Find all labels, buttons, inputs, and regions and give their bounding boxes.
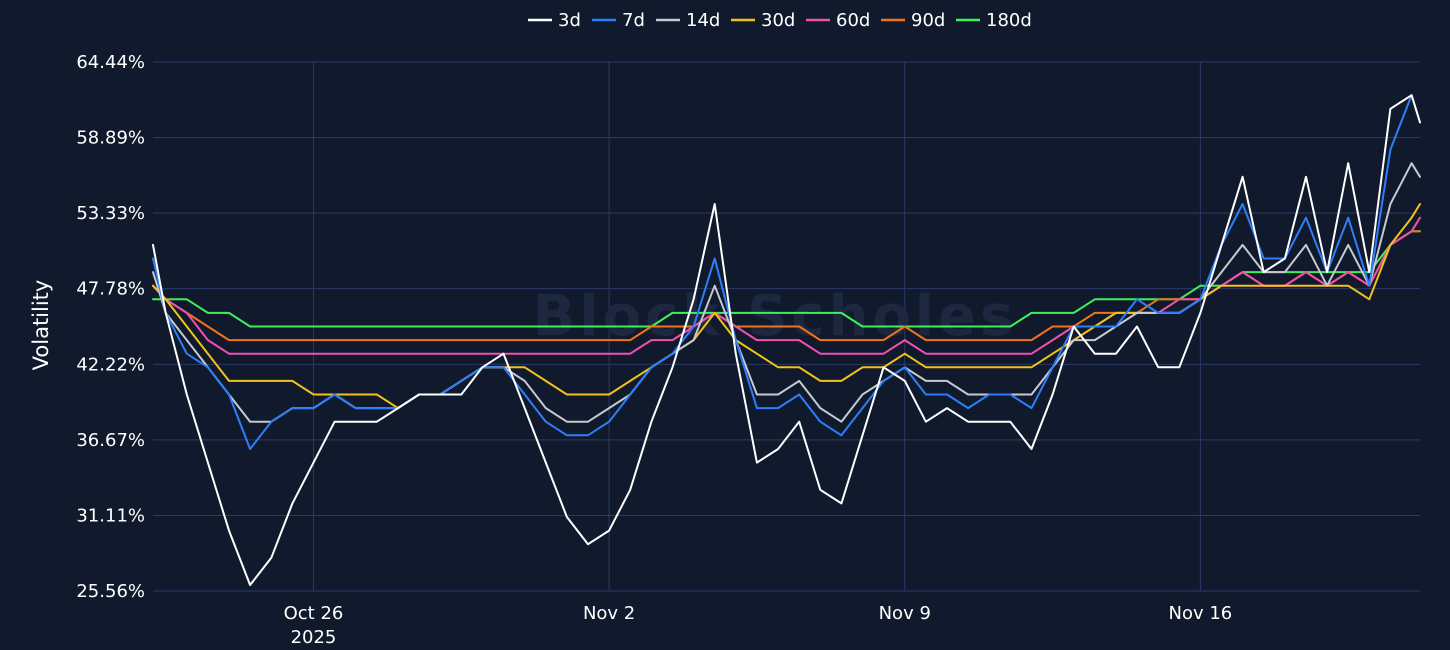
- y-axis-ticks: 25.56% 31.11% 36.67% 42.22% 47.78% 53.33% 58.8…: [76, 52, 145, 602]
- y-tick-label: 58.89%: [76, 128, 145, 149]
- x-tick-label: Oct 26: [284, 603, 344, 624]
- series-lines: [152, 94, 1421, 586]
- y-tick-label: 25.56%: [76, 581, 145, 602]
- y-tick-label: 42.22%: [76, 354, 145, 375]
- x-tick-label: Nov 16: [1169, 603, 1233, 624]
- legend-item-90d[interactable]: 90d: [881, 10, 945, 31]
- y-tick-label: 64.44%: [76, 52, 145, 73]
- legend-label: 60d: [836, 10, 870, 31]
- legend-item-14d[interactable]: 14d: [656, 10, 720, 31]
- legend-item-60d[interactable]: 60d: [806, 10, 870, 31]
- legend-item-3d[interactable]: 3d: [528, 10, 581, 31]
- legend-label: 90d: [911, 10, 945, 31]
- legend-label: 180d: [986, 10, 1032, 31]
- y-tick-label: 31.11%: [76, 505, 145, 526]
- legend-label: 14d: [686, 10, 720, 31]
- x-tick-sublabel: 2025: [291, 627, 337, 648]
- x-tick-label: Nov 2: [583, 603, 635, 624]
- y-tick-label: 36.67%: [76, 430, 145, 451]
- series-line-180d: [152, 230, 1421, 328]
- series-line-3d: [152, 94, 1421, 586]
- legend[interactable]: 3d 7d 14d 30d 60d 90d 180d: [528, 10, 1032, 31]
- grid: [153, 61, 1420, 592]
- legend-item-30d[interactable]: 30d: [731, 10, 795, 31]
- x-tick-label: Nov 9: [879, 603, 931, 624]
- series-line-7d: [152, 94, 1421, 450]
- y-tick-label: 47.78%: [76, 279, 145, 300]
- legend-item-7d[interactable]: 7d: [592, 10, 645, 31]
- y-tick-label: 53.33%: [76, 203, 145, 224]
- series-line-30d: [152, 203, 1421, 410]
- y-axis-title: Volatility: [29, 280, 53, 371]
- legend-label: 3d: [558, 10, 581, 31]
- legend-label: 30d: [761, 10, 795, 31]
- x-axis-ticks: Oct 26 2025 Nov 2 Nov 9 Nov 16: [284, 603, 1233, 648]
- legend-item-180d[interactable]: 180d: [956, 10, 1032, 31]
- watermark: Block Scholes: [533, 284, 1018, 349]
- legend-label: 7d: [622, 10, 645, 31]
